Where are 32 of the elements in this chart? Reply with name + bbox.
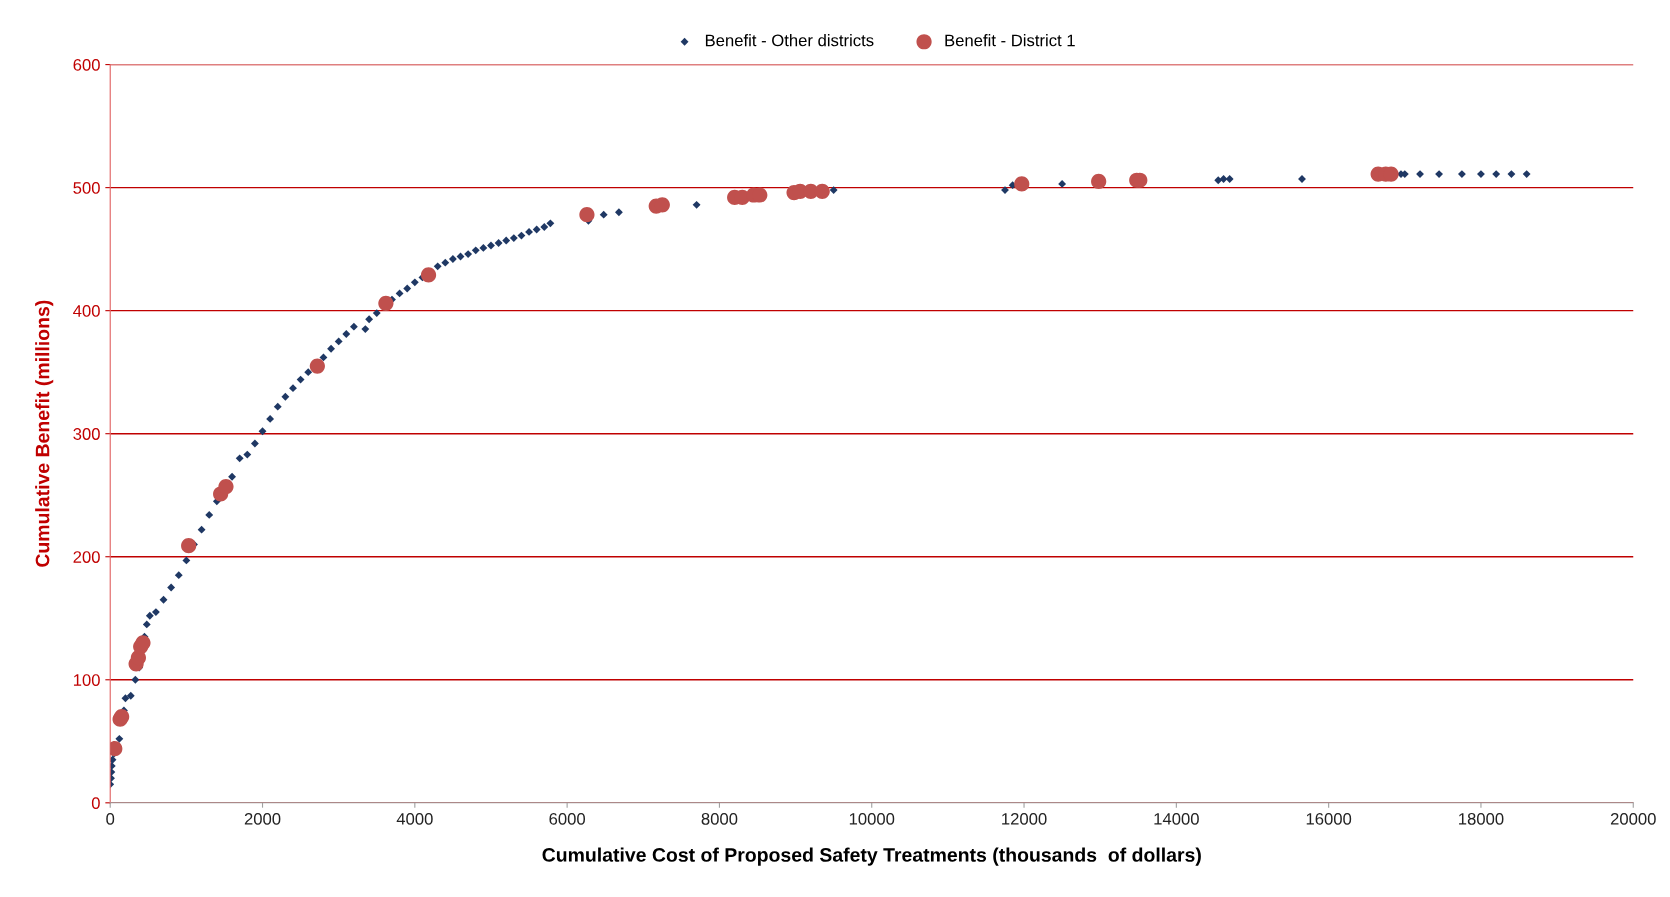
point [814,183,830,199]
point [181,538,197,554]
x-tick-label: 10000 [849,812,895,825]
legend-label: Benefit - District 1 [945,34,1075,47]
point [1091,173,1107,190]
point [135,635,151,651]
x-axis-title: Cumulative Cost of Proposed Safety Treatments (thousands of dollars) [542,847,1201,866]
point [378,295,394,311]
x-tick-label: 2000 [244,812,281,825]
x-tick-label: 4000 [396,812,433,825]
y-tick-label: 0 [91,797,100,810]
y-tick-label: 300 [73,428,100,440]
legend-label: Benefit - Other districts [705,34,874,47]
point [1014,176,1030,192]
x-tick-label: 16000 [1306,812,1352,825]
x-tick-label: 12000 [1002,812,1047,825]
point [579,207,595,223]
x-tick-label: 20000 [1610,812,1656,825]
y-tick-label: 100 [73,674,100,686]
x-tick-label: 18000 [1459,812,1504,825]
x-tick-label: 0 [106,812,115,825]
point [218,479,234,495]
y-tick-label: 500 [73,182,100,194]
y-tick-label: 400 [73,305,100,317]
y-axis-title: Cumulative Benefit (millions) [35,300,54,567]
x-tick-label: 8000 [701,812,738,825]
point [309,358,325,374]
y-tick-label: 600 [73,58,100,71]
x-tick-label: 14000 [1154,812,1199,825]
point [420,267,437,283]
y-tick-label: 200 [73,551,100,563]
x-tick-label: 6000 [549,812,586,825]
